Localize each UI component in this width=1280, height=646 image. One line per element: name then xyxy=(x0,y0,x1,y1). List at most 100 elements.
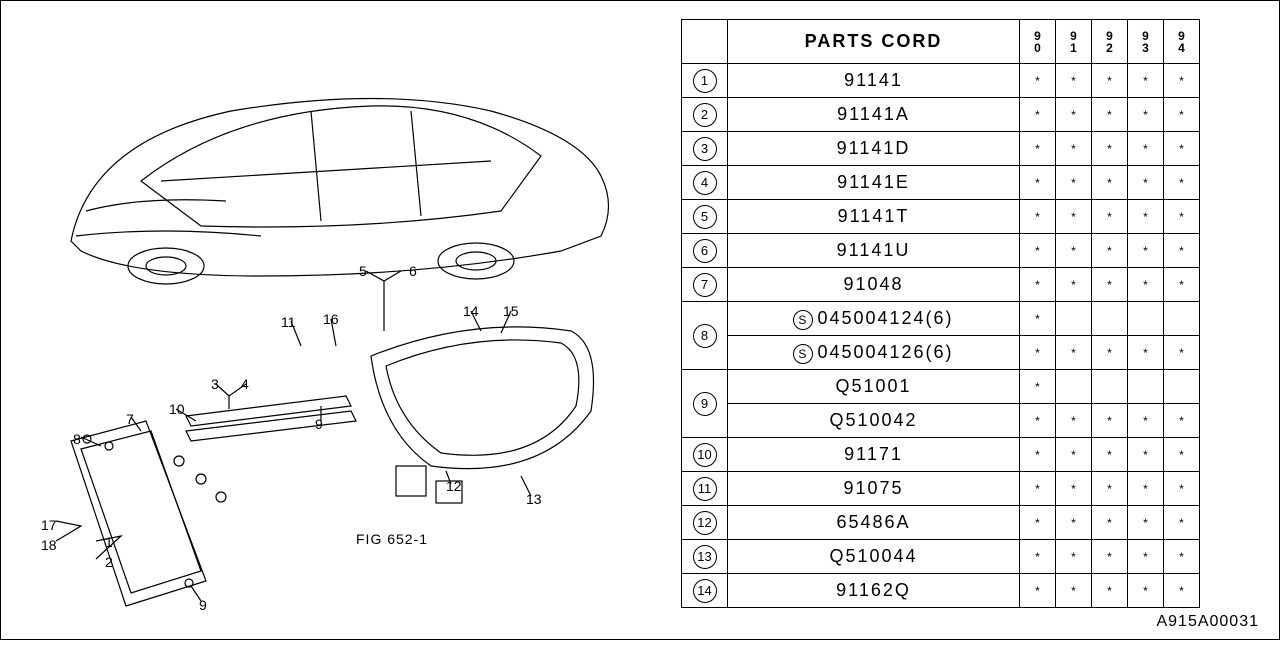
table-row: 591141T***** xyxy=(682,200,1200,234)
table-row: 491141E***** xyxy=(682,166,1200,200)
s-prefix-icon: S xyxy=(793,344,813,364)
year-mark-cell xyxy=(1128,302,1164,336)
year-mark-cell: * xyxy=(1020,540,1056,574)
table-header-row: PARTS CORD 90 91 92 93 94 xyxy=(682,20,1200,64)
row-index-cell: 12 xyxy=(682,506,728,540)
part-code-cell: 91141A xyxy=(728,98,1020,132)
year-mark-cell: * xyxy=(1056,166,1092,200)
table-row: 1091171***** xyxy=(682,438,1200,472)
header-parts-cord: PARTS CORD xyxy=(728,20,1020,64)
year-mark-cell xyxy=(1092,302,1128,336)
part-code: 91141 xyxy=(844,70,903,90)
year-mark-cell: * xyxy=(1092,166,1128,200)
table-row: 691141U***** xyxy=(682,234,1200,268)
year-mark-cell: * xyxy=(1056,132,1092,166)
row-index-cell: 10 xyxy=(682,438,728,472)
row-index-circle: 1 xyxy=(693,69,717,93)
year-mark-cell: * xyxy=(1056,98,1092,132)
year-mark-cell: * xyxy=(1056,472,1092,506)
row-index-circle: 4 xyxy=(693,171,717,195)
year-mark-cell: * xyxy=(1092,438,1128,472)
part-code-cell: S045004126(6) xyxy=(728,336,1020,370)
year-mark-cell: * xyxy=(1128,64,1164,98)
year-mark-cell: * xyxy=(1164,438,1200,472)
callout-number: 4 xyxy=(241,376,249,392)
row-index-circle: 12 xyxy=(693,511,717,535)
year-mark-cell: * xyxy=(1128,234,1164,268)
table-row: Q510042***** xyxy=(682,404,1200,438)
year-mark-cell: * xyxy=(1020,404,1056,438)
year-mark-cell: * xyxy=(1164,540,1200,574)
year-mark-cell: * xyxy=(1020,472,1056,506)
part-code: Q510042 xyxy=(829,410,917,430)
callout-number: 9 xyxy=(315,416,323,432)
year-mark-cell: * xyxy=(1128,540,1164,574)
year-mark-cell: * xyxy=(1164,506,1200,540)
parts-table-body: 191141*****291141A*****391141D*****49114… xyxy=(682,64,1200,608)
callout-number: 9 xyxy=(199,597,207,613)
year-mark-cell xyxy=(1092,370,1128,404)
year-mark-cell: * xyxy=(1164,98,1200,132)
year-mark-cell: * xyxy=(1164,574,1200,608)
row-index-cell: 7 xyxy=(682,268,728,302)
year-mark-cell: * xyxy=(1020,336,1056,370)
year-mark-cell: * xyxy=(1164,268,1200,302)
header-year-2: 92 xyxy=(1092,20,1128,64)
part-code-cell: 91075 xyxy=(728,472,1020,506)
row-index-circle: 14 xyxy=(693,579,717,603)
year-mark-cell: * xyxy=(1020,302,1056,336)
table-row: 291141A***** xyxy=(682,98,1200,132)
year-mark-cell: * xyxy=(1128,132,1164,166)
callout-number: 12 xyxy=(446,478,462,494)
year-mark-cell: * xyxy=(1056,200,1092,234)
table-row: 9Q51001* xyxy=(682,370,1200,404)
row-index-cell: 8 xyxy=(682,302,728,370)
year-mark-cell: * xyxy=(1164,472,1200,506)
part-code: 91141T xyxy=(838,206,910,226)
year-mark-cell: * xyxy=(1020,132,1056,166)
part-code-cell: 91141D xyxy=(728,132,1020,166)
year-mark-cell: * xyxy=(1092,336,1128,370)
year-mark-cell xyxy=(1056,370,1092,404)
callout-number: 2 xyxy=(105,554,113,570)
part-code: 91171 xyxy=(844,444,903,464)
header-year-0: 90 xyxy=(1020,20,1056,64)
table-row: 791048***** xyxy=(682,268,1200,302)
year-mark-cell: * xyxy=(1128,98,1164,132)
callout-number: 18 xyxy=(41,537,57,553)
year-mark-cell: * xyxy=(1020,438,1056,472)
diagram-area: 5611161415341087912131217189 FIG 652-1 xyxy=(1,1,671,641)
header-year-4: 94 xyxy=(1164,20,1200,64)
part-code: 65486A xyxy=(836,512,910,532)
part-code: Q51001 xyxy=(835,376,911,396)
row-index-circle: 11 xyxy=(693,477,717,501)
row-index-circle: 2 xyxy=(693,103,717,127)
year-mark-cell: * xyxy=(1020,64,1056,98)
year-mark-cell: * xyxy=(1164,132,1200,166)
table-row: 1491162Q***** xyxy=(682,574,1200,608)
row-index-cell: 2 xyxy=(682,98,728,132)
year-mark-cell: * xyxy=(1056,404,1092,438)
table-row: 191141***** xyxy=(682,64,1200,98)
year-mark-cell: * xyxy=(1164,64,1200,98)
year-mark-cell: * xyxy=(1092,574,1128,608)
part-code: 91162Q xyxy=(836,580,911,600)
year-mark-cell: * xyxy=(1092,234,1128,268)
year-mark-cell: * xyxy=(1020,166,1056,200)
callout-number: 6 xyxy=(409,263,417,279)
year-mark-cell: * xyxy=(1092,506,1128,540)
row-index-circle: 10 xyxy=(693,443,717,467)
header-year-3: 93 xyxy=(1128,20,1164,64)
callout-number: 15 xyxy=(503,303,519,319)
row-index-cell: 5 xyxy=(682,200,728,234)
part-code: 91141E xyxy=(837,172,910,192)
year-mark-cell xyxy=(1164,370,1200,404)
year-mark-cell: * xyxy=(1092,200,1128,234)
year-mark-cell: * xyxy=(1164,404,1200,438)
year-mark-cell xyxy=(1164,302,1200,336)
parts-table: PARTS CORD 90 91 92 93 94 191141*****291… xyxy=(681,19,1200,608)
part-code: 91048 xyxy=(843,274,903,294)
part-code-cell: 91141U xyxy=(728,234,1020,268)
year-mark-cell: * xyxy=(1128,200,1164,234)
row-index-cell: 13 xyxy=(682,540,728,574)
